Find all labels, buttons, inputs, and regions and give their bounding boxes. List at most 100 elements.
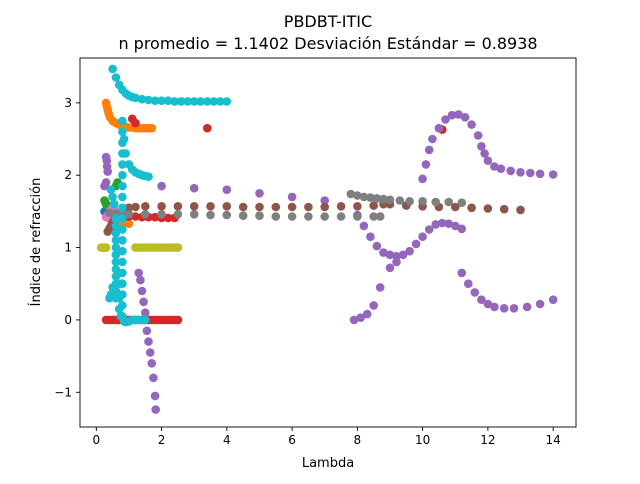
data-point — [209, 97, 219, 106]
y-tick-label: −1 — [54, 385, 72, 399]
data-point — [141, 202, 150, 211]
data-point — [110, 199, 119, 209]
data-point — [118, 127, 127, 137]
data-point — [189, 183, 199, 193]
data-point — [405, 197, 414, 206]
data-point — [353, 191, 362, 200]
data-point — [189, 210, 199, 219]
data-point — [150, 391, 160, 401]
chart-title: PBDBT-ITIC — [284, 12, 372, 31]
data-point — [255, 211, 264, 220]
data-point — [118, 116, 127, 126]
data-point — [418, 174, 427, 184]
plot-frame — [79, 57, 577, 428]
data-point — [320, 212, 330, 221]
data-point — [451, 202, 460, 212]
data-point — [444, 197, 454, 207]
data-point — [170, 97, 179, 106]
plot-area — [96, 64, 558, 414]
data-point — [405, 246, 414, 256]
data-point — [108, 64, 117, 74]
data-point — [163, 96, 173, 105]
data-point — [121, 149, 130, 158]
data-point — [379, 248, 388, 257]
data-point — [457, 224, 467, 234]
data-point — [483, 156, 493, 165]
series-5 — [100, 110, 558, 414]
data-point — [141, 315, 150, 325]
data-point — [137, 286, 147, 296]
data-point — [173, 210, 183, 219]
data-point — [118, 203, 127, 213]
data-point — [522, 302, 532, 312]
data-point — [111, 236, 121, 245]
data-point — [141, 210, 150, 219]
data-point — [304, 212, 313, 221]
data-point — [473, 131, 483, 140]
data-point — [119, 134, 129, 144]
data-point — [477, 295, 486, 305]
data-point — [150, 96, 160, 105]
data-point — [145, 348, 155, 357]
data-point — [320, 196, 330, 205]
data-point — [454, 110, 463, 119]
data-point — [483, 204, 493, 213]
data-point — [111, 228, 121, 238]
data-point — [105, 208, 114, 218]
data-point — [434, 123, 444, 133]
data-point — [144, 337, 153, 346]
data-point — [431, 197, 441, 207]
data-point — [118, 257, 127, 267]
data-point — [499, 304, 509, 313]
data-point — [418, 232, 427, 241]
data-point — [477, 142, 486, 151]
data-point — [499, 204, 509, 214]
data-point — [385, 195, 395, 205]
data-point — [428, 134, 437, 144]
data-point — [304, 202, 313, 212]
data-point — [111, 272, 121, 281]
data-point — [124, 203, 134, 213]
data-point — [157, 96, 166, 105]
data-point — [101, 243, 111, 252]
data-point — [369, 301, 379, 310]
x-tick-label: 8 — [354, 433, 362, 447]
data-point — [131, 118, 140, 128]
data-point — [362, 309, 372, 319]
data-point — [353, 202, 362, 211]
data-point — [356, 313, 365, 323]
data-point — [131, 202, 140, 212]
data-point — [372, 241, 382, 251]
data-point — [287, 202, 297, 212]
y-tick-label: 1 — [64, 241, 72, 255]
data-point — [238, 211, 248, 220]
data-point — [222, 202, 232, 211]
data-point — [118, 192, 127, 202]
data-point — [118, 160, 127, 169]
data-point — [375, 283, 385, 292]
data-point — [118, 225, 127, 234]
x-tick-label: 4 — [223, 433, 231, 447]
data-point — [222, 185, 232, 194]
data-point — [114, 304, 124, 314]
data-point — [118, 246, 127, 256]
data-point — [157, 210, 166, 219]
data-point — [346, 189, 356, 199]
data-point — [470, 288, 480, 297]
y-tick-label: 3 — [64, 96, 72, 110]
data-point — [118, 268, 127, 278]
data-point — [203, 123, 212, 133]
data-point — [149, 373, 158, 383]
data-point — [151, 405, 160, 414]
chart-subtitle: n promedio = 1.1402 Desviación Estándar … — [118, 34, 537, 53]
data-point — [336, 202, 346, 211]
data-point — [385, 263, 395, 273]
data-point — [490, 302, 499, 312]
data-point — [359, 221, 369, 231]
data-point — [111, 257, 121, 267]
data-point — [139, 297, 148, 307]
data-point — [385, 250, 395, 260]
